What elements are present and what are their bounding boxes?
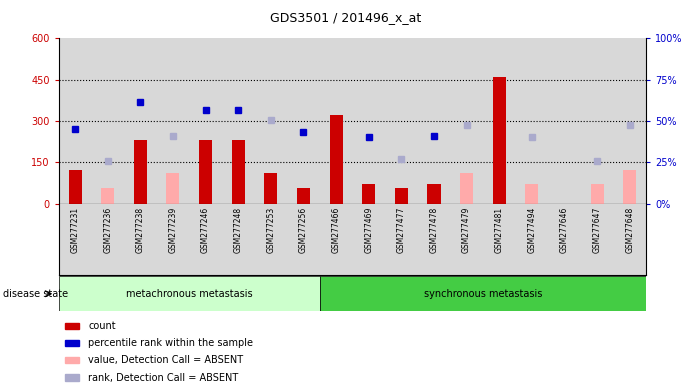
Text: metachronous metastasis: metachronous metastasis (126, 289, 253, 299)
Text: rank, Detection Call = ABSENT: rank, Detection Call = ABSENT (88, 373, 238, 383)
Bar (65, 340, 79, 346)
Bar (65, 323, 79, 329)
Text: GSM277479: GSM277479 (462, 207, 471, 253)
Text: GSM277248: GSM277248 (234, 207, 243, 253)
Text: GSM277477: GSM277477 (397, 207, 406, 253)
Bar (525, 184, 538, 204)
Bar (428, 184, 440, 204)
Text: synchronous metastasis: synchronous metastasis (424, 289, 542, 299)
Bar (101, 189, 114, 204)
Bar (330, 116, 343, 204)
Text: percentile rank within the sample: percentile rank within the sample (88, 338, 253, 348)
Bar (623, 170, 636, 204)
Text: GSM277256: GSM277256 (299, 207, 308, 253)
Text: GSM277469: GSM277469 (364, 207, 373, 253)
Bar (320, 276, 646, 311)
Text: GSM277466: GSM277466 (332, 207, 341, 253)
Bar (460, 173, 473, 204)
Text: GSM277236: GSM277236 (103, 207, 112, 253)
Text: value, Detection Call = ABSENT: value, Detection Call = ABSENT (88, 356, 243, 366)
Text: GSM277246: GSM277246 (201, 207, 210, 253)
Bar (591, 184, 604, 204)
Bar (395, 189, 408, 204)
Text: GSM277481: GSM277481 (495, 207, 504, 253)
Bar (362, 184, 375, 204)
Text: disease state: disease state (3, 289, 68, 299)
Text: GSM277647: GSM277647 (593, 207, 602, 253)
Bar (65, 374, 79, 381)
Bar (231, 140, 245, 204)
Bar (167, 173, 180, 204)
Bar (199, 140, 212, 204)
Bar (59, 276, 320, 311)
Bar (134, 140, 146, 204)
Text: GSM277648: GSM277648 (625, 207, 634, 253)
Text: count: count (88, 321, 115, 331)
Text: GSM277238: GSM277238 (136, 207, 145, 253)
Text: GDS3501 / 201496_x_at: GDS3501 / 201496_x_at (270, 12, 421, 25)
Text: GSM277478: GSM277478 (430, 207, 439, 253)
Text: GSM277646: GSM277646 (560, 207, 569, 253)
Bar (264, 173, 277, 204)
Text: GSM277494: GSM277494 (527, 207, 536, 253)
Bar (68, 170, 82, 204)
Bar (65, 357, 79, 363)
Text: GSM277239: GSM277239 (169, 207, 178, 253)
Bar (297, 189, 310, 204)
Text: GSM277231: GSM277231 (70, 207, 79, 253)
Text: GSM277253: GSM277253 (266, 207, 275, 253)
Bar (493, 77, 506, 204)
